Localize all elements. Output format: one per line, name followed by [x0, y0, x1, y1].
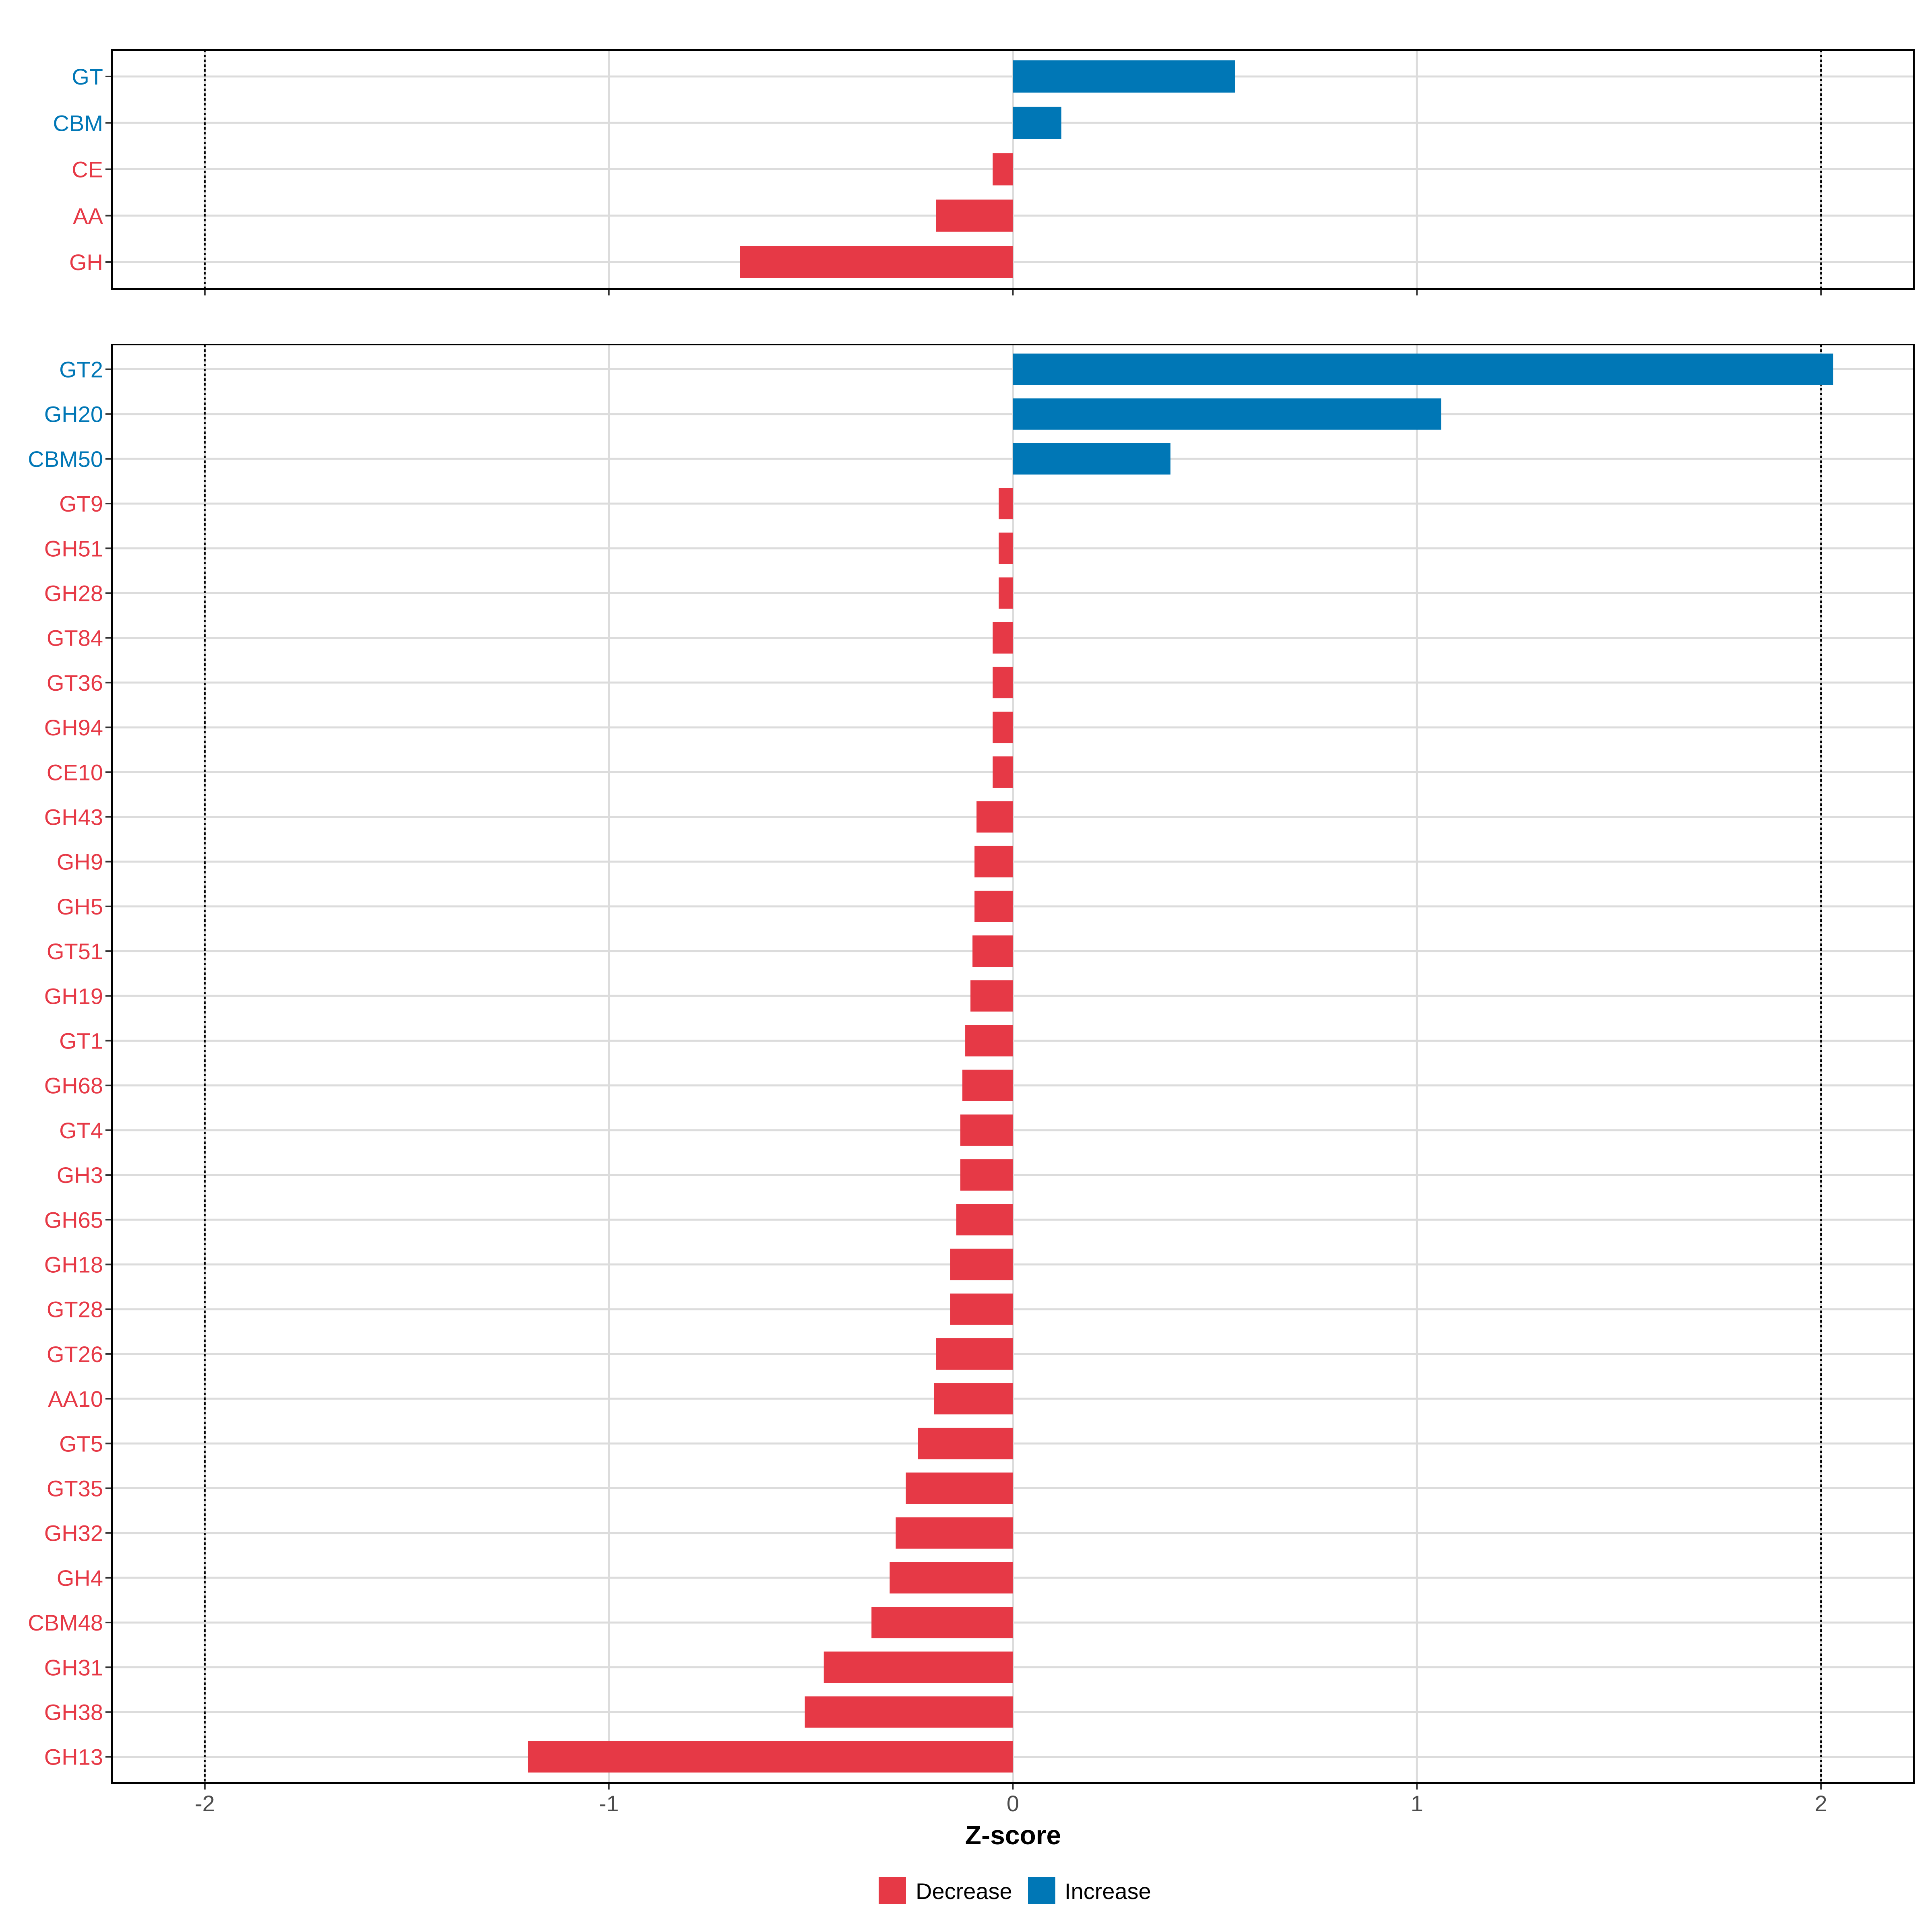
x-tick-label: 2	[1815, 1791, 1827, 1816]
y-tick-label: GH	[69, 250, 103, 275]
bar-GH31	[824, 1651, 1013, 1683]
x-axis-title: Z-score	[965, 1820, 1061, 1850]
y-tick-label: GH31	[44, 1655, 103, 1680]
x-axis: -2 -1 0 1 2	[195, 1791, 1827, 1816]
y-tick-label: GH3	[57, 1162, 103, 1188]
bar-GT2	[1013, 353, 1833, 385]
bar-GT28	[950, 1293, 1013, 1325]
bar-AA	[936, 199, 1013, 232]
y-tick-label: GT51	[47, 939, 103, 964]
x-tick-label: -2	[195, 1791, 215, 1816]
y-tick-label: GH20	[44, 402, 103, 427]
y-tick-label: CE	[72, 157, 103, 182]
bar-GT9	[999, 488, 1013, 520]
bar-GH	[740, 246, 1013, 278]
y-tick-label: GH28	[44, 581, 103, 606]
y-tick-label: GH65	[44, 1207, 103, 1232]
legend-swatch-decrease	[879, 1877, 906, 1904]
y-tick-label: GH13	[44, 1744, 103, 1770]
legend-label-decrease: Decrease	[916, 1878, 1012, 1904]
bar-GH13	[528, 1741, 1013, 1773]
bar-GH32	[896, 1517, 1013, 1549]
y-tick-label: GT9	[59, 491, 103, 516]
class-panel: GT CBM CE AA GH	[53, 49, 1915, 295]
bar-CBM50	[1013, 443, 1170, 475]
y-tick-label: GH94	[44, 715, 103, 740]
y-tick-label: GH51	[44, 536, 103, 561]
bar-GT26	[936, 1338, 1013, 1370]
y-tick-label: GH18	[44, 1252, 103, 1278]
y-tick-label: AA10	[48, 1386, 103, 1412]
bar-GH19	[970, 980, 1013, 1012]
legend-label-increase: Increase	[1065, 1878, 1151, 1904]
y-tick-label: CBM	[53, 110, 103, 136]
bar-AA10	[934, 1383, 1013, 1415]
x-tick-label: 0	[1007, 1791, 1019, 1816]
y-tick-label: GH68	[44, 1073, 103, 1098]
y-tick-label: GT36	[47, 670, 103, 696]
y-tick-label: GH43	[44, 805, 103, 830]
y-tick-label: GH5	[57, 894, 103, 919]
panel-frame	[111, 344, 1915, 1784]
y-tick-label: GH9	[57, 849, 103, 875]
y-tick-label: AA	[73, 203, 103, 229]
bar-GT	[1013, 60, 1235, 93]
y-tick-label: GT28	[47, 1297, 103, 1322]
bar-GT36	[993, 667, 1013, 698]
bar-GH65	[956, 1204, 1013, 1236]
bar-CBM	[1013, 107, 1061, 139]
bar-GT51	[972, 935, 1013, 967]
bar-GT5	[918, 1428, 1013, 1459]
bar-CE10	[993, 756, 1013, 788]
bar-GH4	[890, 1562, 1013, 1593]
y-tick-label: GT	[72, 64, 103, 89]
bar-CE	[993, 153, 1013, 186]
bar-GH94	[993, 712, 1013, 743]
y-tick-label: GT35	[47, 1476, 103, 1501]
y-tick-label: GT1	[59, 1028, 103, 1054]
bar-GH18	[950, 1249, 1013, 1280]
y-tick-label: GH19	[44, 983, 103, 1009]
x-tick-label: -1	[599, 1791, 619, 1816]
legend: Decrease Increase	[879, 1877, 1151, 1904]
bar-GH3	[960, 1159, 1013, 1191]
bar-GH20	[1013, 398, 1441, 430]
legend-swatch-increase	[1028, 1877, 1055, 1904]
y-tick-label: GT84	[47, 625, 103, 651]
bar-GH9	[974, 846, 1013, 877]
bar-GT35	[906, 1472, 1013, 1504]
y-tick-label: GT2	[59, 357, 103, 382]
y-tick-label: CE10	[47, 760, 103, 785]
bar-GT4	[960, 1114, 1013, 1146]
bar-GH51	[999, 533, 1013, 564]
bar-GH43	[976, 801, 1013, 833]
y-tick-label: CBM50	[28, 446, 103, 472]
bar-GH38	[805, 1696, 1013, 1728]
bar-GT84	[993, 622, 1013, 654]
y-tick-label: GH4	[57, 1565, 103, 1591]
bar-GH28	[999, 577, 1013, 609]
y-tick-label: GT26	[47, 1342, 103, 1367]
y-tick-label: GH32	[44, 1521, 103, 1546]
y-tick-label: GT5	[59, 1431, 103, 1456]
family-panel: GT2 GH20 CBM50 GT9 GH51 GH28 GT84 GT36 GH94 CE10 G…	[28, 344, 1915, 1790]
bar-GT1	[965, 1025, 1013, 1057]
y-tick-label: GT4	[59, 1118, 103, 1143]
bar-CBM48	[871, 1607, 1013, 1639]
y-tick-label: GH38	[44, 1700, 103, 1725]
panel-frame	[111, 49, 1915, 290]
x-tick-label: 1	[1411, 1791, 1423, 1816]
bar-GH68	[962, 1069, 1013, 1101]
y-tick-label: CBM48	[28, 1610, 103, 1635]
bar-GH5	[974, 890, 1013, 922]
